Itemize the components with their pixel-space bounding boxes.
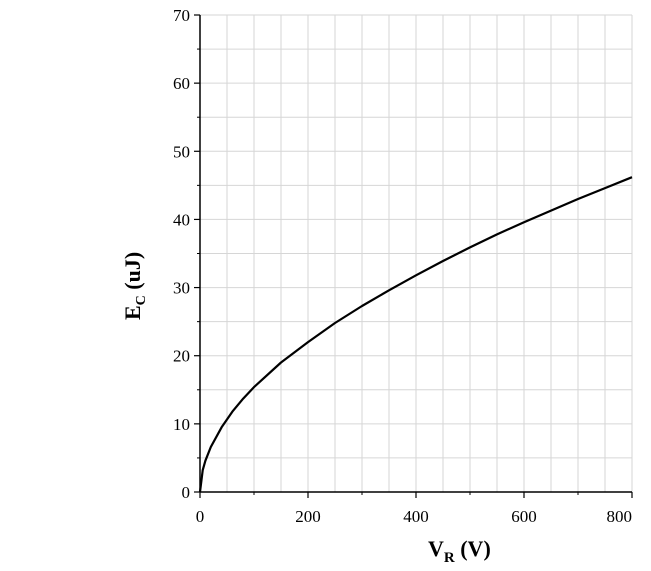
x-tick-label: 200 — [295, 507, 321, 526]
series-group — [198, 176, 633, 493]
x-axis-title-sub: R — [444, 550, 455, 566]
y-tick-label: 70 — [173, 6, 190, 25]
y-axis-title-sub: C — [134, 295, 149, 305]
y-tick-label: 10 — [173, 415, 190, 434]
x-axis-title: VR (V) — [428, 536, 491, 566]
tick-labels: 0 200 400 600 800 0 10 20 30 40 50 60 70 — [173, 6, 632, 526]
y-tick-label: 30 — [173, 279, 190, 298]
y-tick-label: 60 — [173, 74, 190, 93]
x-tick-label: 0 — [196, 507, 205, 526]
y-tick-label: 40 — [173, 210, 190, 229]
y-tick-label: 0 — [182, 483, 191, 502]
x-axis-title-unit: (V) — [455, 536, 491, 561]
series-line-0 — [198, 176, 633, 493]
y-tick-label: 20 — [173, 347, 190, 366]
x-axis-title-main: V — [428, 536, 444, 561]
y-axis-title-unit: (uJ) — [120, 252, 145, 295]
x-tick-label: 400 — [403, 507, 429, 526]
y-tick-label: 50 — [173, 142, 190, 161]
x-tick-label: 600 — [511, 507, 537, 526]
x-tick-label: 800 — [607, 507, 633, 526]
y-axis-title-main: E — [120, 305, 145, 320]
y-axis-title: EC (uJ) — [120, 252, 149, 320]
tick-marks — [194, 14, 633, 498]
